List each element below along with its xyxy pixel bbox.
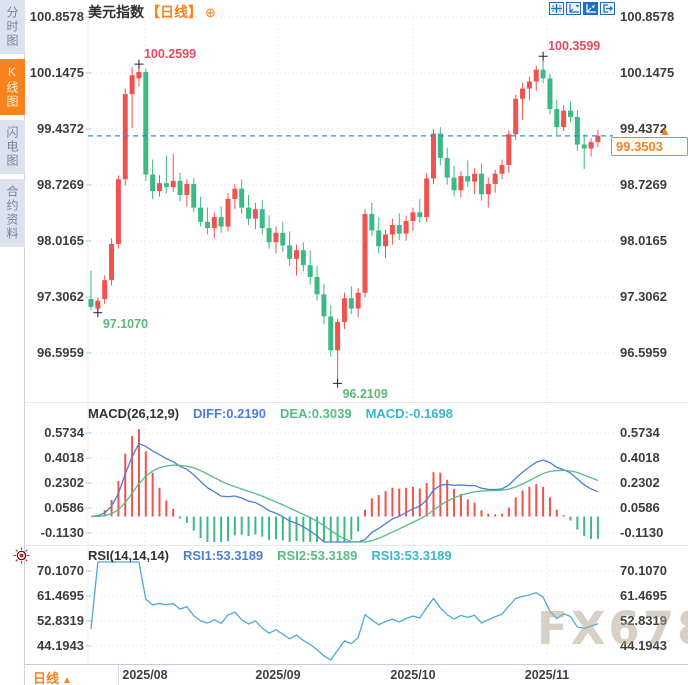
y-axis-label: 98.7269 xyxy=(620,177,667,192)
y-axis-label: 44.1943 xyxy=(37,638,84,653)
chart-header: 美元指数 【日线】 ⊕ xyxy=(88,2,216,22)
y-axis-label: 70.1070 xyxy=(620,563,667,578)
y-axis-label: 0.0586 xyxy=(44,500,84,515)
y-axis-label: 0.5734 xyxy=(44,425,84,440)
y-axis-label: -0.1130 xyxy=(620,525,664,540)
exit-fullscreen-icon[interactable] xyxy=(600,2,615,15)
y-axis-label: 0.5734 xyxy=(620,425,660,440)
bottom-bar: 日线 ▲ 2025/08 2025/09 2025/10 2025/11 xyxy=(25,664,688,685)
symbol-title: 美元指数 xyxy=(88,4,144,20)
macd-dea-value: DEA:0.3039 xyxy=(280,406,352,421)
y-axis-label: 0.4018 xyxy=(44,450,84,465)
rsi-panel-canvas[interactable] xyxy=(88,560,613,662)
high-price-annotation: 100.3599 xyxy=(548,39,601,54)
macd-hist-value: MACD:-0.1698 xyxy=(365,406,453,421)
watermark: FX678 xyxy=(537,602,688,655)
period-selector-label: 日线 xyxy=(33,671,60,685)
sidebar-tab-item[interactable]: 分时图 xyxy=(0,0,25,54)
macd-histogram xyxy=(96,429,599,542)
macd-panel-canvas[interactable] xyxy=(88,420,613,544)
y-axis-label: 98.7269 xyxy=(37,177,84,192)
period-tag: 【日线】 xyxy=(146,4,202,20)
rsi-line xyxy=(90,561,599,661)
rsi2-value: RSI2:53.3189 xyxy=(277,548,358,563)
y-axis-label: 0.4018 xyxy=(620,450,660,465)
crosshair-icon[interactable] xyxy=(549,2,564,15)
y-axis-label: 0.2302 xyxy=(620,475,660,490)
macd-title: MACD(26,12,9) xyxy=(88,406,180,421)
y-axis-label: 61.4695 xyxy=(37,588,84,603)
rsi-title: RSI(14,14,14) xyxy=(88,548,169,563)
y-axis-label: 98.0165 xyxy=(620,233,667,248)
y-axis-label: 100.1475 xyxy=(29,65,84,80)
high-price-annotation: 100.2599 xyxy=(143,47,197,62)
y-axis-label: 99.4372 xyxy=(620,121,667,136)
sidebar-tab-item[interactable]: 合约资料 xyxy=(0,179,25,247)
left-sidebar: 分时图 K线图闪电图合约资料 xyxy=(0,0,25,685)
axis-scale-active-icon[interactable] xyxy=(583,2,598,15)
add-indicator-icon[interactable]: ⊕ xyxy=(205,5,216,20)
candlesticks xyxy=(88,56,601,384)
y-axis-label: 0.0586 xyxy=(620,500,660,515)
y-axis-label: 96.5959 xyxy=(620,345,667,360)
y-axis-label: 100.8578 xyxy=(29,9,84,24)
axis-scale-icon[interactable] xyxy=(566,2,581,15)
y-axis-label: 70.1070 xyxy=(37,563,84,578)
x-axis-label: 2025/09 xyxy=(255,668,301,682)
rsi-header: RSI(14,14,14) RSI1:53.3189 RSI2:53.3189 RSI… xyxy=(88,548,466,563)
x-axis-label: 2025/08 xyxy=(122,668,168,682)
chevron-up-icon: ▲ xyxy=(62,675,72,685)
sidebar-tab-item[interactable]: 闪电图 xyxy=(0,120,25,174)
price-up-arrow-icon: ▲ xyxy=(659,124,671,138)
x-axis-label: 2025/11 xyxy=(524,668,570,682)
x-axis-label: 2025/10 xyxy=(390,668,436,682)
current-price-label: 99.3503 xyxy=(611,137,688,156)
sidebar-tab-active[interactable]: K线图 xyxy=(0,59,25,115)
macd-diff-line xyxy=(90,442,599,543)
y-axis-label: 61.4695 xyxy=(620,588,667,603)
y-axis-label: 100.8578 xyxy=(620,9,675,24)
divider xyxy=(118,665,119,685)
y-axis-label: 52.8319 xyxy=(620,613,667,628)
low-price-annotation: 96.2109 xyxy=(342,387,388,402)
y-axis-label: 98.0165 xyxy=(37,233,84,248)
chart-toolbar xyxy=(549,2,615,15)
main-chart-canvas[interactable] xyxy=(88,15,613,400)
y-axis-label: 100.1475 xyxy=(620,65,675,80)
y-axis-label: -0.1130 xyxy=(40,525,84,540)
y-axis-label: 97.3062 xyxy=(620,289,667,304)
macd-diff-value: DIFF:0.2190 xyxy=(193,406,267,421)
y-axis-label: 99.4372 xyxy=(37,121,84,136)
y-axis-label: 44.1943 xyxy=(620,638,667,653)
live-blink-icon xyxy=(13,547,30,569)
low-price-annotation: 97.1070 xyxy=(102,316,149,331)
rsi3-value: RSI3:53.3189 xyxy=(371,548,452,563)
y-axis-label: 52.8319 xyxy=(37,613,84,628)
rsi1-value: RSI1:53.3189 xyxy=(182,548,264,563)
y-axis-label: 97.3062 xyxy=(37,289,84,304)
macd-header: MACD(26,12,9) DIFF:0.2190 DEA:0.3039 MACD:-… xyxy=(88,406,467,421)
macd-dea-line xyxy=(90,464,599,543)
y-axis-label: 96.5959 xyxy=(37,345,84,360)
period-selector[interactable]: 日线 ▲ xyxy=(33,668,72,685)
y-axis-label: 0.2302 xyxy=(44,475,84,490)
